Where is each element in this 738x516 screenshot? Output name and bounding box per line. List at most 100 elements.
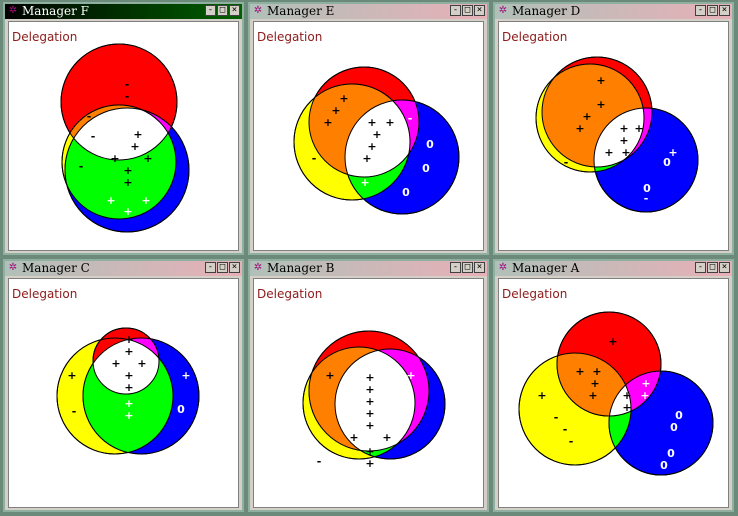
maximize-button[interactable]: □ <box>707 5 718 16</box>
marker: + <box>124 333 133 346</box>
marker: - <box>79 160 84 173</box>
markers: - + 0 0 0 <box>360 112 434 199</box>
titlebar[interactable]: ✲ Manager B - □ × <box>250 261 487 276</box>
window-menu-icon[interactable]: ✲ <box>253 5 263 16</box>
marker: + <box>640 389 649 402</box>
marker: - <box>312 152 317 165</box>
marker: + <box>123 205 132 218</box>
marker: + <box>372 128 381 141</box>
marker: + <box>130 140 139 153</box>
close-button[interactable]: × <box>229 262 240 273</box>
titlebar[interactable]: ✲ Manager D - □ × <box>495 4 732 19</box>
minimize-button[interactable]: - <box>450 262 461 273</box>
titlebar[interactable]: ✲ Manager A - □ × <box>495 261 732 276</box>
marker: + <box>124 397 133 410</box>
white-region <box>65 108 176 160</box>
window-menu-icon[interactable]: ✲ <box>8 262 18 273</box>
marker: + <box>604 146 613 159</box>
marker: + <box>385 116 394 129</box>
marker: 0 <box>422 162 430 175</box>
marker: - <box>422 455 427 468</box>
marker: + <box>406 369 415 382</box>
marker: + <box>123 164 132 177</box>
marker: + <box>619 122 628 135</box>
window-menu-icon[interactable]: ✲ <box>253 262 263 273</box>
close-button[interactable]: × <box>474 5 485 16</box>
marker: + <box>181 369 190 382</box>
venn-diagram: + + + + + + + + + - + 0 0 - <box>535 56 699 213</box>
marker: 0 <box>177 403 185 416</box>
canvas-area: Delegation + + + + + + + <box>253 278 484 508</box>
marker: + <box>365 457 374 470</box>
maximize-button[interactable]: □ <box>707 262 718 273</box>
window-manager-a: ✲ Manager A - □ × Delegation + <box>493 259 734 512</box>
markers: + + + + + + + - <box>67 333 146 418</box>
maximize-button[interactable]: □ <box>462 5 473 16</box>
delegation-label: Delegation <box>502 30 568 44</box>
window-manager-f: ✲ Manager F - □ × Delegation <box>3 2 244 255</box>
marker: + <box>365 419 374 432</box>
marker: - <box>644 192 649 205</box>
marker: + <box>365 383 374 396</box>
marker: + <box>159 218 168 231</box>
marker: + <box>111 357 120 370</box>
window-menu-icon[interactable]: ✲ <box>498 262 508 273</box>
marker: + <box>137 357 146 370</box>
marker: + <box>582 110 591 123</box>
marker: + <box>362 152 371 165</box>
close-button[interactable]: × <box>719 5 730 16</box>
close-button[interactable]: × <box>474 262 485 273</box>
marker: - <box>563 423 568 436</box>
maximize-button[interactable]: □ <box>217 5 228 16</box>
titlebar[interactable]: ✲ Manager C - □ × <box>5 261 242 276</box>
marker: 0 <box>660 459 668 472</box>
window-menu-icon[interactable]: ✲ <box>8 5 18 16</box>
minimize-button[interactable]: - <box>695 5 706 16</box>
window-title: Manager B <box>267 261 335 275</box>
minimize-button[interactable]: - <box>205 262 216 273</box>
marker: + <box>641 377 650 390</box>
marker: 0 <box>663 156 671 169</box>
marker: - <box>72 405 77 418</box>
marker: + <box>588 389 597 402</box>
titlebar[interactable]: ✲ Manager E - □ × <box>250 4 487 19</box>
marker: + <box>323 116 332 129</box>
close-button[interactable]: × <box>229 5 240 16</box>
marker: + <box>668 146 677 159</box>
marker: + <box>339 92 348 105</box>
marker: + <box>365 445 374 458</box>
window-manager-b: ✲ Manager B - □ × Delegation + <box>248 259 489 512</box>
titlebar[interactable]: ✲ Manager F - □ × <box>5 4 242 19</box>
marker: - <box>125 78 130 91</box>
markers: + 0 0 - <box>643 146 677 205</box>
marker: + <box>575 122 584 135</box>
delegation-label: Delegation <box>12 30 78 44</box>
markers: + + 0 0 0 0 - <box>640 377 683 484</box>
minimize-button[interactable]: - <box>205 5 216 16</box>
maximize-button[interactable]: □ <box>217 262 228 273</box>
venn-diagram: + + + + + + + + - - - + + 0 0 0 0 - <box>518 311 714 484</box>
window-manager-c: ✲ Manager C - □ × Delegation + + <box>3 259 244 512</box>
marker: - <box>91 130 96 143</box>
marker: 0 <box>402 186 410 199</box>
canvas-area: Delegation + + + + + + + <box>498 21 729 251</box>
canvas-area: Delegation - - - - + + <box>8 21 239 251</box>
maximize-button[interactable]: □ <box>462 262 473 273</box>
minimize-button[interactable]: - <box>695 262 706 273</box>
window-title: Manager F <box>22 4 89 18</box>
magenta-region <box>609 371 661 416</box>
minimize-button[interactable]: - <box>450 5 461 16</box>
marker: + <box>619 134 628 147</box>
marker: + <box>596 98 605 111</box>
markers: - - - - + + + + + + - <box>79 78 153 189</box>
delegation-label: Delegation <box>257 30 323 44</box>
marker: - <box>408 112 413 125</box>
marker: - <box>569 435 574 448</box>
marker: + <box>537 389 546 402</box>
marker: + <box>123 176 132 189</box>
marker: + <box>590 377 599 390</box>
window-menu-icon[interactable]: ✲ <box>498 5 508 16</box>
window-title: Manager A <box>512 261 580 275</box>
close-button[interactable]: × <box>719 262 730 273</box>
marker: 0 <box>643 182 651 195</box>
